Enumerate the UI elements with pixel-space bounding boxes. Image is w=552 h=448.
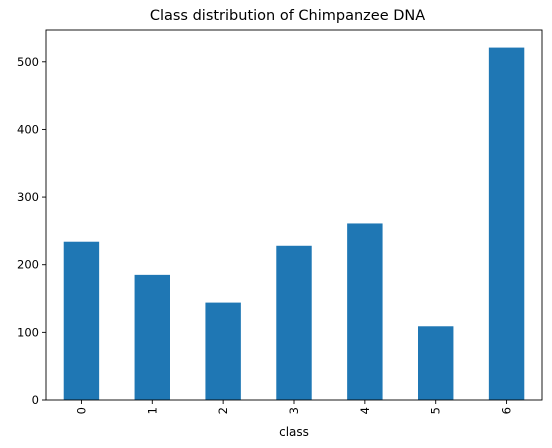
x-tick-label: 3 [287, 407, 301, 414]
x-tick-label: 1 [145, 407, 159, 414]
bar-class-3 [276, 245, 312, 400]
bar-class-1 [134, 274, 170, 400]
x-tick-label: 0 [74, 407, 88, 414]
y-tick-label: 200 [17, 258, 39, 272]
x-tick-label: 6 [500, 407, 514, 414]
bar-class-0 [63, 241, 100, 400]
bar-class-4 [347, 223, 383, 400]
y-tick-label: 100 [17, 325, 39, 339]
x-tick-label: 5 [429, 407, 443, 414]
chart-title: Class distribution of Chimpanzee DNA [150, 8, 425, 24]
bar-class-6 [488, 47, 525, 400]
y-tick-label: 400 [17, 122, 39, 136]
y-tick-label: 0 [32, 393, 39, 407]
bars-group [63, 47, 525, 400]
y-tick-label: 300 [17, 190, 39, 204]
x-tick-label: 2 [216, 407, 230, 414]
x-axis: 0 1 2 3 4 5 6 [74, 400, 514, 414]
y-tick-label: 500 [17, 55, 39, 69]
x-tick-label: 4 [358, 407, 372, 414]
plot-frame [45, 29, 543, 401]
bar-class-2 [205, 302, 241, 400]
bar-class-5 [418, 326, 454, 400]
y-axis: 0 100 200 300 400 500 [17, 55, 46, 407]
x-axis-label: class [279, 425, 309, 439]
